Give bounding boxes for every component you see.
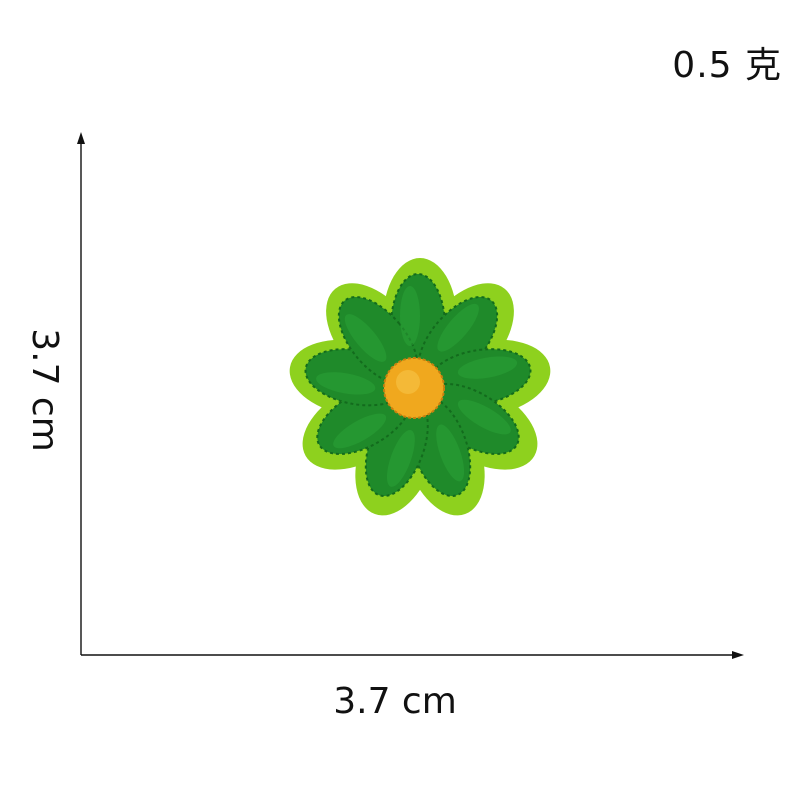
weight-label: 0.5 克 <box>672 45 782 86</box>
width-dimension-label: 3.7 cm <box>333 681 457 722</box>
y-axis-arrow-icon <box>77 132 85 144</box>
x-axis-arrow-icon <box>732 651 744 659</box>
height-dimension-label: 3.7 cm <box>24 328 65 452</box>
